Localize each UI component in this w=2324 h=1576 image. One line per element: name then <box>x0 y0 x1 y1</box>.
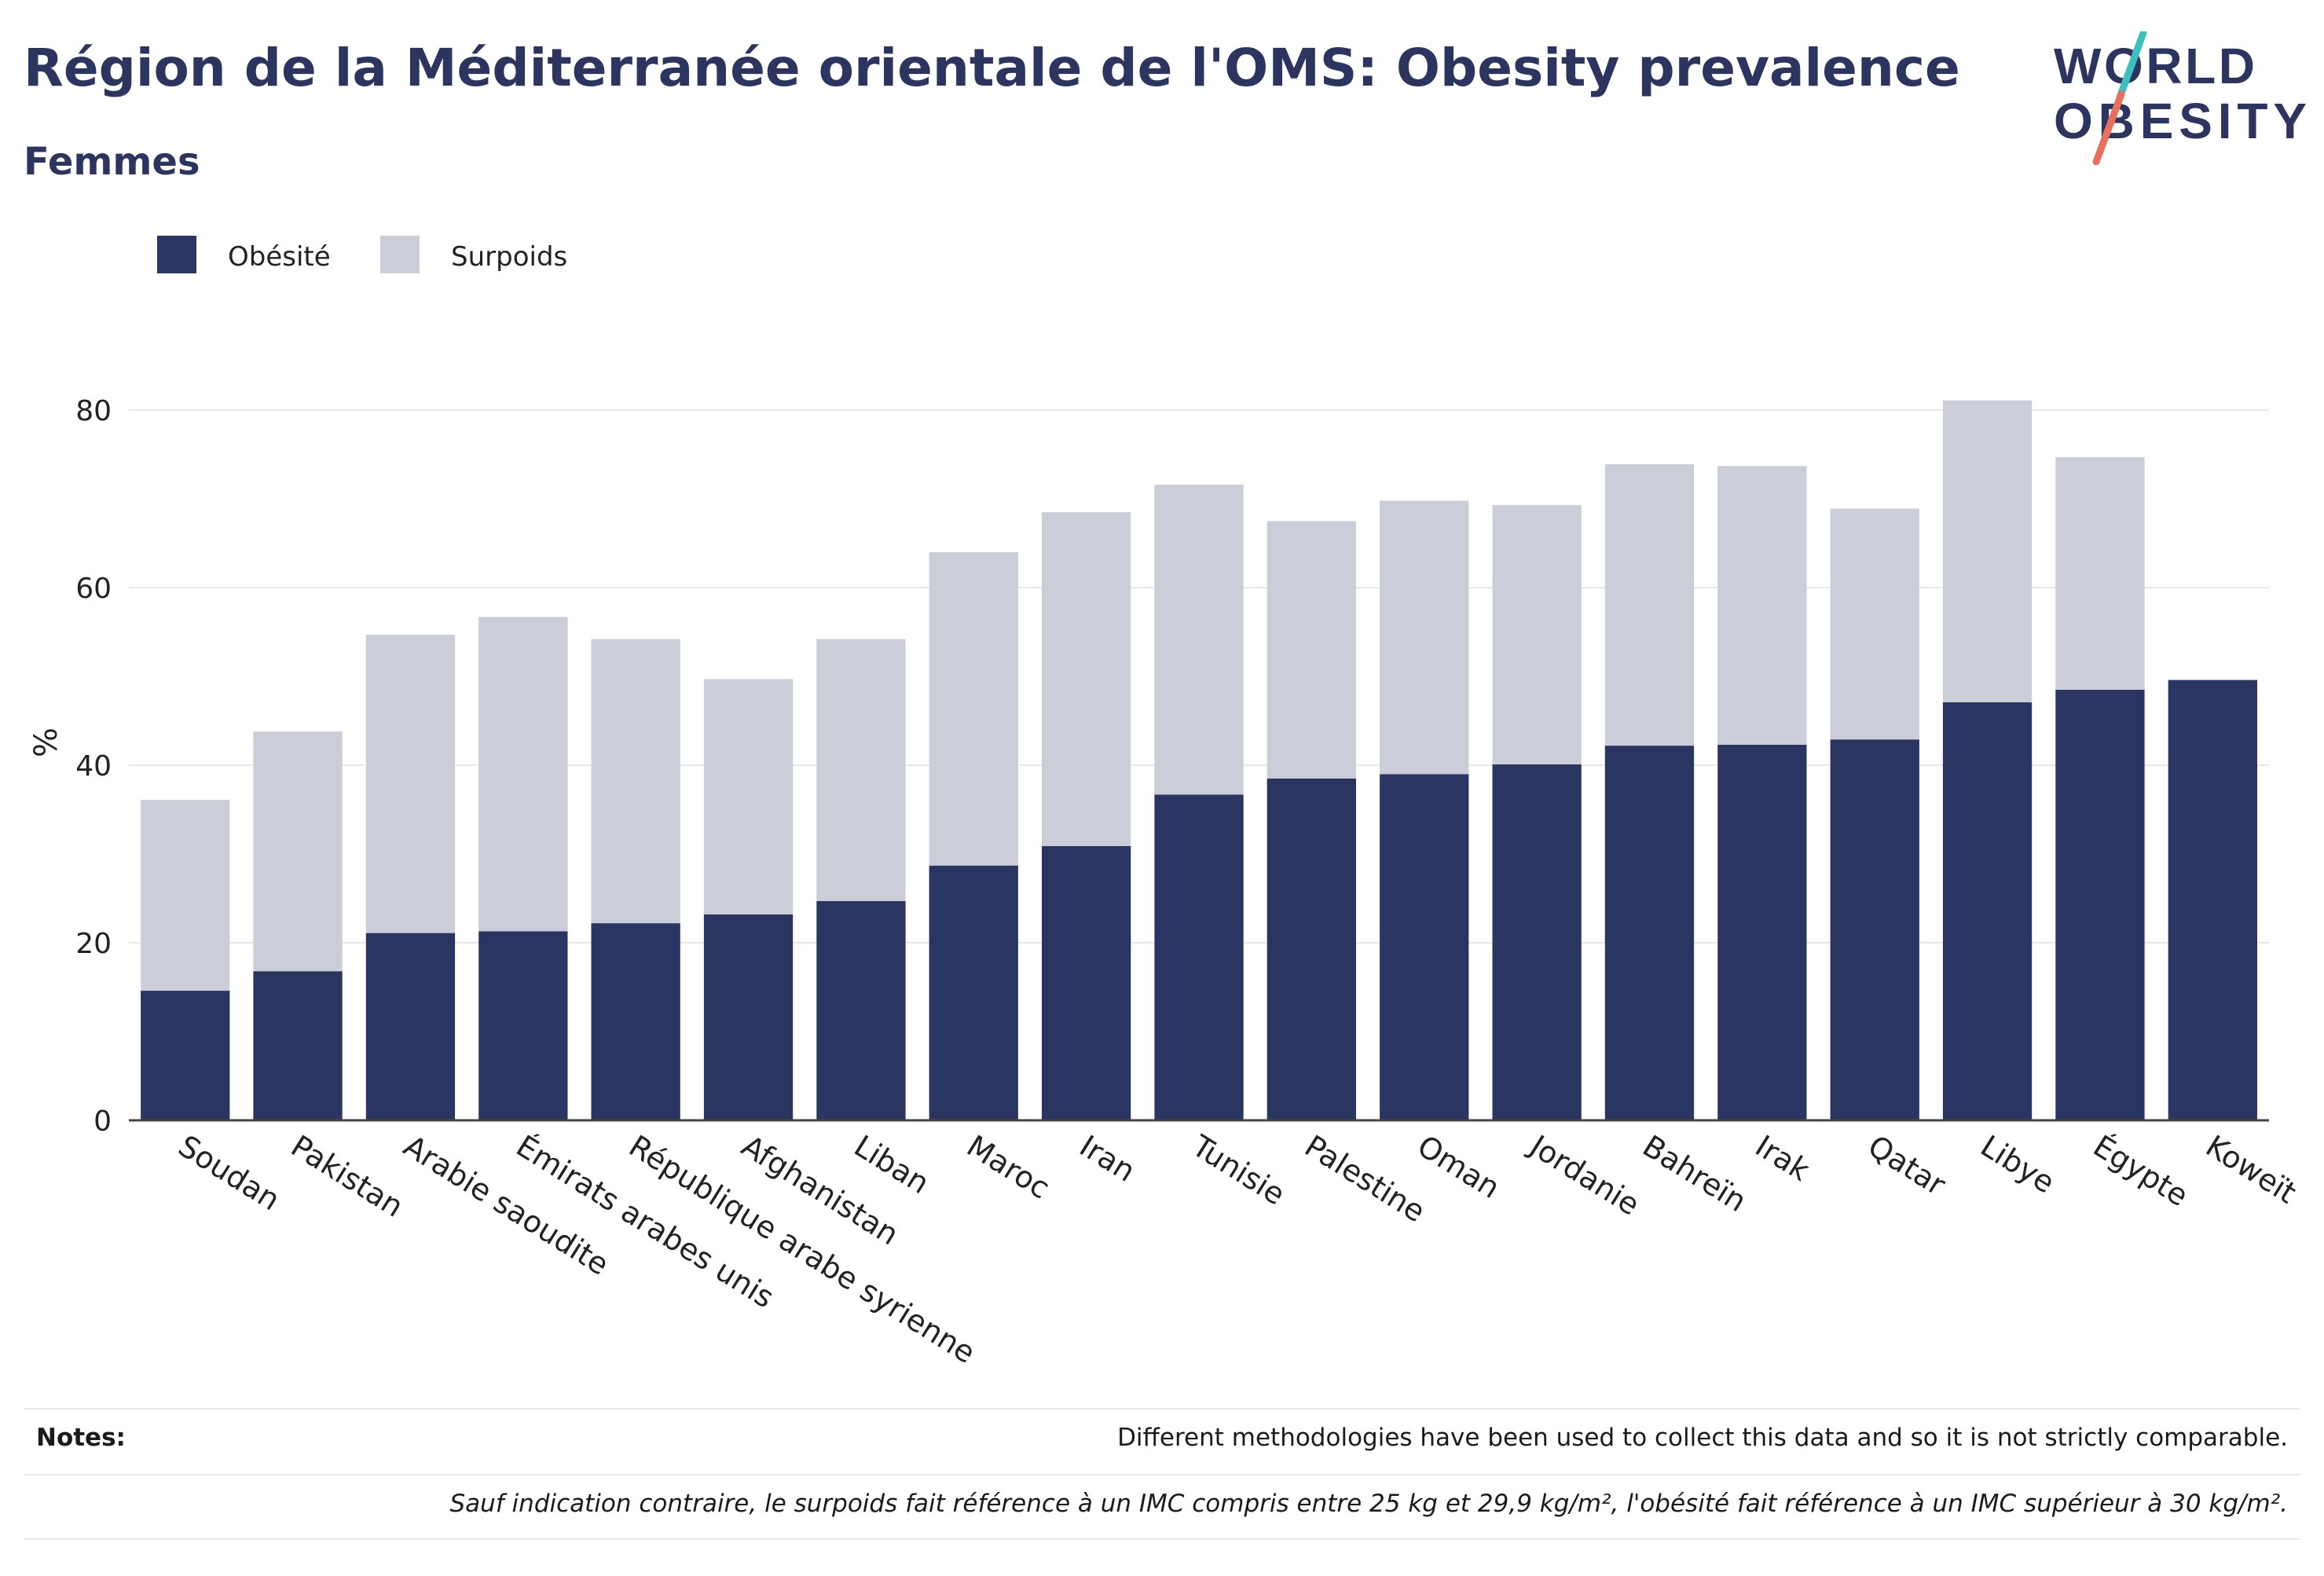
bar-overweight <box>816 639 906 901</box>
definition-text: Sauf indication contraire, le surpoids f… <box>449 1490 2288 1518</box>
legend-label-overweight: Surpoids <box>451 241 567 273</box>
x-tick-label: Pakistan <box>285 1128 409 1224</box>
bar-obesity <box>141 991 230 1120</box>
bar-obesity <box>1492 764 1582 1120</box>
x-tick-label: Arabie saoudite <box>398 1128 614 1281</box>
bar-obesity <box>1942 702 2033 1120</box>
x-tick-label: Bahreïn <box>1637 1128 1752 1219</box>
logo-slash-coral <box>2092 90 2125 165</box>
bar-obesity <box>1717 745 1807 1120</box>
legend-label-obesity: Obésité <box>228 241 331 273</box>
bar-overweight <box>929 552 1018 866</box>
bar-overweight <box>1942 400 2033 702</box>
bars <box>141 400 2257 1121</box>
bar-obesity <box>2055 689 2145 1120</box>
bar-obesity <box>816 900 906 1120</box>
notes-text: Different methodologies have been used t… <box>1117 1424 2288 1452</box>
world-obesity-logo: WORLD OBESITY <box>2054 31 2307 165</box>
x-tick-label: Iran <box>1073 1128 1141 1189</box>
x-tick-label: Égypte <box>2088 1128 2194 1213</box>
x-tick-label: Palestine <box>1299 1128 1431 1229</box>
y-tick-label: 20 <box>75 928 112 960</box>
bar-obesity <box>478 931 568 1120</box>
bar-obesity <box>703 914 794 1120</box>
bar-obesity <box>591 923 680 1120</box>
bar-obesity <box>253 971 343 1120</box>
bar-obesity <box>929 865 1018 1120</box>
y-axis-ticks: 0 20 40 60 80 <box>75 395 112 1138</box>
bar-overweight <box>141 800 230 991</box>
x-tick-label: Oman <box>1412 1128 1506 1205</box>
bar-obesity <box>1154 794 1244 1120</box>
bar-overweight <box>253 731 343 972</box>
x-tick-label: Jordanie <box>1523 1127 1645 1222</box>
bar-overweight <box>1042 511 1131 846</box>
x-tick-label: Koweït <box>2200 1128 2302 1210</box>
bar-obesity <box>1266 779 1356 1121</box>
bar-overweight <box>365 634 456 933</box>
notes-divider-middle <box>24 1474 2300 1475</box>
bar-overweight <box>1154 484 1244 795</box>
x-tick-label: Libye <box>1974 1128 2061 1200</box>
bar-obesity <box>1380 774 1469 1120</box>
bar-overweight <box>2055 456 2145 690</box>
logo-word-world: WORLD <box>2054 38 2255 94</box>
y-tick-label: 60 <box>75 573 112 605</box>
y-tick-label: 40 <box>75 750 112 783</box>
bar-obesity <box>2168 680 2257 1120</box>
notes-divider-bottom <box>24 1538 2300 1540</box>
notes-label: Notes: <box>36 1424 126 1452</box>
legend-swatch-obesity <box>157 236 196 273</box>
bar-overweight <box>1604 464 1695 746</box>
bar-obesity <box>1830 739 1919 1120</box>
bar-overweight <box>478 617 568 932</box>
x-tick-label: Liban <box>849 1128 936 1200</box>
chart-title: Région de la Méditerranée orientale de l… <box>24 38 1960 98</box>
x-tick-label: Irak <box>1750 1128 1816 1188</box>
notes-divider-top <box>24 1408 2300 1409</box>
logo-slash-teal <box>2116 31 2147 101</box>
bar-overweight <box>1492 504 1582 764</box>
bar-chart: Obésité Surpoids % 0 20 40 60 80 SoudanPakis… <box>28 236 2302 1370</box>
bar-overweight <box>1717 466 1807 745</box>
x-tick-label: Soudan <box>172 1128 286 1217</box>
bar-overweight <box>703 679 794 914</box>
chart-subtitle: Femmes <box>24 140 200 184</box>
x-tick-label: Qatar <box>1862 1128 1952 1202</box>
legend-swatch-overweight <box>380 236 420 273</box>
bar-overweight <box>1266 521 1356 779</box>
bar-obesity <box>365 933 456 1120</box>
y-tick-label: 0 <box>93 1105 112 1138</box>
bar-obesity <box>1042 845 1131 1120</box>
legend: Obésité Surpoids <box>157 236 567 273</box>
y-axis-label: % <box>28 728 64 757</box>
y-tick-label: 80 <box>75 395 112 427</box>
x-tick-label: Maroc <box>961 1128 1056 1205</box>
bar-obesity <box>1604 746 1695 1120</box>
bar-overweight <box>1380 500 1469 775</box>
x-tick-label: Tunisie <box>1186 1128 1291 1212</box>
bar-overweight <box>1830 508 1919 740</box>
bar-overweight <box>591 639 680 924</box>
